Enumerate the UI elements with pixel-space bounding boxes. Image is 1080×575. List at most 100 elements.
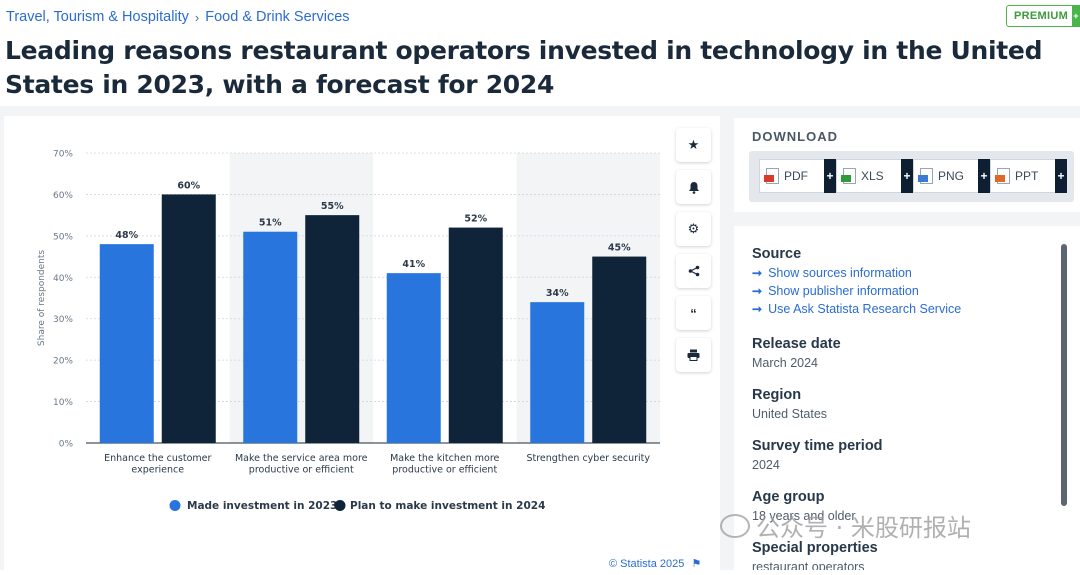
premium-badge[interactable]: PREMIUM +: [1006, 4, 1080, 27]
download-xls-button[interactable]: XLS +: [836, 159, 913, 193]
x-category-label: Enhance the customer: [104, 453, 211, 464]
x-category-label: productive or efficient: [392, 465, 497, 476]
share-button[interactable]: [676, 254, 711, 288]
x-category-label: productive or efficient: [249, 465, 354, 476]
chart-toolbar: ★ ⚙ “: [676, 128, 711, 372]
special-properties-value: restaurant operators: [752, 560, 865, 570]
x-category-label: Make the kitchen more: [390, 453, 499, 464]
release-date-section: Release date March 2024: [752, 336, 841, 370]
release-date-value: March 2024: [752, 356, 819, 370]
bar-data-label: 45%: [608, 243, 631, 254]
breadcrumb-link-food[interactable]: Food & Drink Services: [205, 9, 350, 25]
bar-data-label: 34%: [546, 288, 569, 299]
link-label: Use Ask Statista Research Service: [768, 302, 962, 316]
plus-icon: +: [901, 159, 913, 193]
release-date-heading: Release date: [752, 336, 841, 352]
plus-icon: +: [824, 159, 836, 193]
legend-marker-2023: [169, 500, 181, 511]
share-icon: [688, 265, 699, 277]
y-axis-label: Share of respondents: [37, 250, 47, 347]
download-buttons: PDF + XLS + PNG + PPT +: [749, 151, 1074, 202]
plus-icon: +: [978, 159, 990, 193]
download-xls-label: XLS: [861, 169, 884, 183]
download-png-label: PNG: [938, 169, 965, 183]
xls-file-icon: [841, 168, 856, 184]
download-ppt-button[interactable]: PPT +: [990, 159, 1067, 193]
wechat-icon: [720, 513, 750, 538]
survey-period-heading: Survey time period: [752, 438, 883, 454]
show-sources-link[interactable]: ➞ Show sources information: [752, 266, 961, 280]
region-heading: Region: [752, 387, 802, 403]
link-label: Show sources information: [768, 266, 912, 280]
download-pdf-label: PDF: [784, 169, 808, 183]
arrow-right-icon: ➞: [752, 302, 763, 316]
settings-button[interactable]: ⚙: [676, 212, 711, 246]
legend-marker-2024: [334, 500, 346, 511]
bar-2023: [99, 244, 154, 443]
x-category-label: experience: [131, 465, 184, 476]
y-tick-label: 50%: [53, 232, 73, 242]
y-tick-label: 0%: [59, 440, 74, 450]
breadcrumb: Travel, Tourism & Hospitality › Food & D…: [6, 9, 350, 25]
print-icon: [687, 349, 700, 361]
breadcrumb-link-travel[interactable]: Travel, Tourism & Hospitality: [6, 9, 189, 25]
premium-plus-icon: +: [1072, 4, 1080, 27]
watermark: 公众号 · 米股研报站: [720, 508, 971, 543]
special-properties-heading: Special properties: [752, 540, 878, 556]
legend-label-2024: Plan to make investment in 2024: [350, 500, 545, 512]
gear-icon: ⚙: [687, 221, 700, 236]
cite-button[interactable]: “: [676, 296, 711, 330]
arrow-right-icon: ➞: [752, 284, 763, 298]
download-pdf-button[interactable]: PDF +: [759, 159, 836, 193]
print-button[interactable]: [676, 338, 711, 372]
bar-2024: [448, 227, 503, 443]
notification-button[interactable]: [676, 170, 711, 204]
y-tick-label: 20%: [53, 357, 73, 367]
statista-copyright[interactable]: © Statista 2025 ⚑: [609, 557, 701, 570]
info-scrollbar[interactable]: [1061, 244, 1067, 506]
y-tick-label: 40%: [53, 274, 73, 284]
download-ppt-label: PPT: [1015, 169, 1039, 183]
age-group-heading: Age group: [752, 489, 825, 505]
y-tick-label: 10%: [53, 398, 73, 408]
show-publisher-link[interactable]: ➞ Show publisher information: [752, 284, 961, 298]
bar-2024: [592, 256, 647, 443]
bar-2024: [305, 215, 360, 443]
breadcrumb-separator: ›: [194, 9, 200, 25]
ppt-file-icon: [995, 168, 1010, 184]
y-tick-label: 30%: [53, 315, 73, 325]
legend-label-2023: Made investment in 2023: [187, 500, 337, 512]
star-icon: ★: [687, 137, 700, 152]
bar-2023: [243, 231, 298, 443]
age-group-value: 18 years and older: [752, 509, 856, 523]
quote-icon: “: [690, 305, 697, 321]
bar-data-label: 41%: [402, 259, 425, 270]
research-service-link[interactable]: ➞ Use Ask Statista Research Service: [752, 302, 961, 316]
bar-2023: [386, 273, 441, 443]
special-properties-section: Special properties restaurant operators: [752, 540, 878, 570]
region-value: United States: [752, 407, 828, 421]
bar-data-label: 51%: [259, 218, 282, 229]
x-category-label: Make the service area more: [235, 453, 368, 464]
source-heading: Source: [752, 246, 802, 262]
source-section: Source ➞ Show sources information ➞ Show p…: [752, 246, 961, 316]
bell-icon: [688, 181, 699, 194]
download-title: DOWNLOAD: [752, 129, 838, 144]
bar-data-label: 52%: [464, 214, 487, 225]
bar-2023: [530, 302, 585, 443]
x-category-label: Strengthen cyber security: [526, 453, 650, 464]
plus-icon: +: [1055, 159, 1067, 193]
favorite-button[interactable]: ★: [676, 128, 711, 162]
bar-data-label: 55%: [321, 201, 344, 212]
download-png-button[interactable]: PNG +: [913, 159, 990, 193]
bar-2024: [161, 194, 216, 443]
copyright-text: © Statista 2025: [609, 558, 685, 570]
watermark-text: 公众号 · 米股研报站: [756, 514, 971, 542]
pdf-file-icon: [764, 168, 779, 184]
bar-data-label: 48%: [115, 230, 138, 241]
link-label: Show publisher information: [768, 284, 919, 298]
bar-chart: 0% 10% 20% 30% 40% 50% 60% 70% Share of responde…: [37, 150, 660, 512]
region-section: Region United States: [752, 387, 827, 421]
chart-card: 0% 10% 20% 30% 40% 50% 60% 70% Share of responde…: [4, 116, 720, 570]
survey-period-section: Survey time period 2024: [752, 438, 883, 472]
